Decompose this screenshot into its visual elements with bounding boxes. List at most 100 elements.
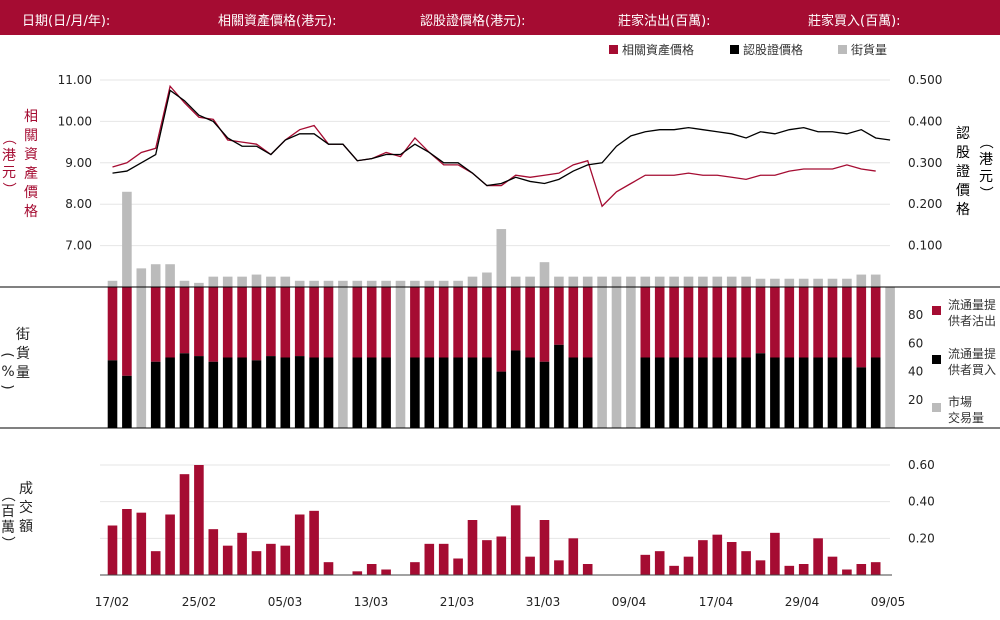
lp-bought-bar [222,357,233,428]
left-axis-title-char: 價 [24,184,38,201]
turnover-bar [179,474,190,575]
lp-bought-bar [712,357,723,428]
lp-sold-bar [582,287,593,358]
pct-legend-label: 流通量提 [948,297,996,312]
lp-sold-bar [683,287,694,358]
lp-bought-bar [669,357,679,428]
legend-label: 相關資產價格 [622,42,694,57]
lp-sold-bar [813,287,823,358]
lp-bought-bar [251,360,262,428]
lp-bought-bar [482,357,492,428]
lp-bought-bar [856,367,867,428]
lp-sold-bar [208,287,219,362]
right-axis-title: 認股證價格 [956,126,970,218]
outstanding-bar [510,276,521,287]
turnover-axis-title-char: 額 [19,519,33,535]
lp-sold-bar [410,287,420,358]
outstanding-bar [770,278,780,287]
right-axis-unit-char: 元 [979,169,993,185]
x-tick-label: 09/05 [871,595,906,609]
left-axis-title-char: 相 [24,109,38,125]
lp-sold-bar [726,287,737,358]
turnover-bar [669,565,679,575]
legend-swatch [609,45,618,54]
outstanding-bar [424,280,435,287]
lp-sold-bar [251,287,262,361]
pct-tick-label: 40 [908,365,923,379]
turnover-bar [726,542,737,575]
pct-legend-label: 供者沽出 [948,314,996,328]
outstanding-bar [640,276,651,287]
outstanding-bar [856,274,867,287]
lp-bought-bar [294,356,305,428]
right-axis-title-char: 認 [956,126,970,142]
turnover-bar [294,514,305,575]
outstanding-bar [683,276,694,287]
lp-bought-bar [179,353,190,428]
lp-sold-bar [237,287,247,358]
turnover-bar [856,564,867,575]
turnover-bar [842,569,852,575]
right-axis-title-char: 證 [956,163,970,180]
right-tick-label: 0.300 [908,156,942,170]
left-axis-unit-char: ） [0,182,16,196]
turnover-bar [813,538,823,575]
turnover-bar [525,556,535,575]
market-volume-bar [338,287,348,428]
right-tick-label: 0.500 [908,73,942,87]
lp-sold-bar [122,287,132,376]
header-warrant-price: 認股證價格(港元): [420,14,526,29]
market-volume-bar [626,287,636,428]
lp-sold-bar [179,287,190,354]
market-volume-bar [395,287,406,428]
lp-bought-bar [683,357,694,428]
turnover-bar [194,465,204,575]
outstanding-bar [410,280,420,287]
lp-sold-bar [496,287,507,372]
lp-sold-bar [424,287,435,358]
turnover-bar [438,543,449,575]
outstanding-bar [726,276,737,287]
legend-swatch [838,45,847,54]
lp-bought-bar [842,357,852,428]
market-volume-bar [597,287,607,428]
lp-sold-bar [842,287,852,358]
pct-legend-swatch [932,355,941,364]
turnover-bar [510,505,521,575]
turnover-bar [698,540,708,575]
lp-bought-bar [107,360,118,428]
outstanding-bar [366,280,377,287]
lp-bought-bar [438,357,449,428]
warrant-price-line [112,89,891,187]
outstanding-bar [813,278,823,287]
underlying-price-line [112,84,876,208]
right-axis-unit-char: ） [977,186,993,200]
pct-legend-label: 供者買入 [948,363,996,377]
outstanding-bar [323,280,334,287]
axis-lines [0,286,1000,576]
lp-bought-bar [410,357,420,428]
turnover-axis-title-char: 交 [19,499,33,516]
left-axis-unit: （ 港元） [0,131,16,196]
pct-legend-label: 交易量 [948,410,984,425]
turnover-bar [150,551,161,575]
header-date: 日期(日/月/年): [22,14,111,29]
outstanding-bar [467,276,478,287]
outstanding-bar [870,274,881,287]
lp-bought-bar [165,357,175,428]
lp-sold-bar [755,287,766,354]
outstanding-bar [438,280,449,287]
lp-sold-bar [654,287,665,358]
pct-axis-title-char: 貨 [16,345,30,362]
lp-sold-bar [669,287,679,358]
outstanding-bar [496,229,507,287]
turnover-bar [237,532,247,575]
outstanding-bar [266,276,276,287]
outstanding-bar [453,280,463,287]
turnover-bar [381,569,391,575]
lp-sold-bar [784,287,795,358]
turnover-bar [222,545,233,575]
turnover-axis-unit: （ 百萬） [0,488,15,550]
pct-tick-label: 20 [908,393,923,407]
outstanding-bar [165,264,175,287]
